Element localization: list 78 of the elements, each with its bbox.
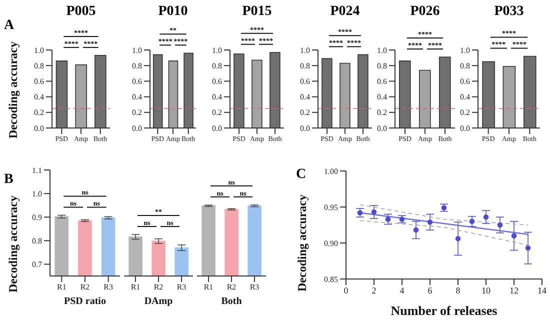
y-tick-label: 0.95 bbox=[324, 202, 338, 212]
y-tick-label: 1.0 bbox=[377, 46, 387, 55]
y-tick-label: 0.8 bbox=[377, 61, 387, 70]
y-tick-label: 0.2 bbox=[300, 108, 310, 118]
y-tick-label: 0.4 bbox=[212, 92, 222, 102]
x-axis-title: DAmp bbox=[144, 296, 174, 307]
x-tick-label: R2 bbox=[154, 282, 164, 292]
y-tick-label: 0.2 bbox=[460, 108, 470, 118]
x-tick-label: R2 bbox=[226, 282, 236, 292]
y-tick-label: 1.0 bbox=[460, 46, 470, 55]
y-tick-label: 0.8 bbox=[212, 61, 222, 70]
y-tick-label: 0.2 bbox=[34, 108, 44, 118]
y-tick-label: 1.0 bbox=[300, 46, 310, 55]
y-tick-label: 0.8 bbox=[132, 61, 142, 70]
x-tick-label: 2 bbox=[372, 285, 376, 296]
y-axis-title: Decoding accuracy bbox=[6, 42, 20, 138]
y-tick-label: 1.0 bbox=[212, 46, 222, 55]
y-tick-label: 0.2 bbox=[377, 108, 387, 118]
chart-title: P010 bbox=[157, 4, 189, 20]
x-tick-label: R3 bbox=[104, 282, 114, 292]
x-tick-label: 4 bbox=[400, 285, 405, 296]
chart-title: P005 bbox=[65, 4, 97, 20]
x-tick-label: 8 bbox=[456, 285, 461, 296]
y-tick-label: 1.0 bbox=[34, 46, 44, 55]
y-tick-label: 0.6 bbox=[132, 77, 142, 86]
y-tick-label: 0.4 bbox=[460, 92, 470, 102]
x-tick-label: R1 bbox=[204, 282, 214, 292]
text: B bbox=[4, 172, 14, 188]
y-tick-label: 0.6 bbox=[300, 77, 310, 86]
y-tick-label: 0.4 bbox=[34, 92, 44, 102]
y-tick-label: 0.0 bbox=[460, 124, 470, 133]
y-tick-label: 0.8 bbox=[460, 61, 470, 70]
y-tick-label: 0.6 bbox=[212, 77, 222, 86]
x-tick-label: R1 bbox=[56, 282, 66, 292]
x-tick-label: R1 bbox=[130, 282, 140, 292]
x-tick-label: R3 bbox=[176, 282, 186, 292]
y-tick-label: 0.0 bbox=[212, 124, 222, 133]
y-tick-label: 0.0 bbox=[377, 124, 387, 133]
y-tick-label: 0.85 bbox=[324, 274, 338, 284]
chart-title: P033 bbox=[493, 4, 525, 20]
x-tick-label: 6 bbox=[428, 285, 433, 296]
y-tick-label: 1.0 bbox=[132, 46, 142, 55]
y-axis-title: Decoding accuracy bbox=[295, 194, 309, 292]
y-tick-label: 1.1 bbox=[32, 166, 42, 175]
y-tick-label: 0.8 bbox=[32, 236, 42, 246]
chart-title: P024 bbox=[329, 4, 361, 20]
y-tick-label: 0.6 bbox=[34, 77, 44, 86]
y-tick-label: 0.0 bbox=[34, 124, 44, 133]
y-tick-label: 0.0 bbox=[300, 124, 310, 133]
x-tick-label: R2 bbox=[80, 282, 90, 292]
x-axis-title: Both bbox=[221, 296, 242, 307]
x-tick-label: R3 bbox=[250, 282, 260, 292]
x-tick-label: 14 bbox=[538, 285, 547, 296]
x-axis-title: Number of releases bbox=[390, 303, 498, 318]
x-tick-label: 10 bbox=[482, 285, 491, 296]
y-tick-label: 0.4 bbox=[377, 92, 387, 102]
y-axis-title: Decoding accuracy bbox=[6, 196, 20, 292]
y-tick-label: 0.2 bbox=[132, 108, 142, 118]
y-tick-label: 1.00 bbox=[324, 166, 338, 176]
y-tick-label: 0.4 bbox=[132, 92, 142, 102]
y-tick-label: 0.8 bbox=[300, 61, 310, 70]
y-tick-label: 0.9 bbox=[32, 212, 42, 222]
y-tick-label: 0.90 bbox=[324, 238, 338, 248]
y-tick-label: 0.6 bbox=[460, 77, 470, 86]
y-tick-label: 0.4 bbox=[300, 92, 310, 102]
y-tick-label: 0.7 bbox=[32, 260, 42, 270]
y-tick-label: 0.2 bbox=[212, 108, 222, 118]
x-tick-label: 0 bbox=[344, 285, 349, 296]
chart-title: P026 bbox=[409, 4, 441, 20]
y-tick-label: 1.0 bbox=[32, 189, 42, 198]
y-tick-label: 0.6 bbox=[377, 77, 387, 86]
text: A bbox=[4, 18, 14, 34]
x-axis-title: PSD ratio bbox=[64, 296, 106, 307]
text: C bbox=[296, 167, 306, 183]
y-tick-label: 0.0 bbox=[132, 124, 142, 133]
x-tick-label: 12 bbox=[510, 285, 518, 296]
chart-title: P015 bbox=[241, 4, 273, 20]
y-tick-label: 0.8 bbox=[34, 61, 44, 70]
